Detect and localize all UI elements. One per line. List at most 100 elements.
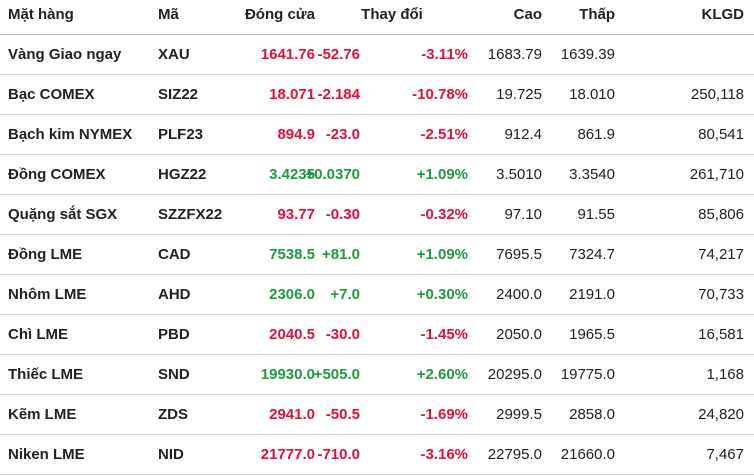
cell-name: Niken LME — [8, 446, 85, 463]
cell-name: Nhôm LME — [8, 286, 87, 303]
cell-high: 2050.0 — [496, 326, 542, 343]
cell-close: 19930.0 — [260, 366, 315, 383]
row-separator — [0, 114, 754, 115]
cell-change: +0.0370 — [305, 166, 360, 183]
cell-name: Thiếc LME — [8, 366, 84, 383]
cell-pct: -2.51% — [420, 126, 468, 143]
cell-code: CAD — [158, 246, 191, 263]
cell-low: 3.3540 — [569, 166, 615, 183]
cell-name: Bạch kim NYMEX — [8, 126, 133, 143]
cell-pct: -3.16% — [420, 446, 468, 463]
cell-name: Bạc COMEX — [8, 86, 95, 103]
cell-pct: -10.78% — [412, 86, 468, 103]
cell-code: XAU — [158, 46, 190, 63]
cell-volume: 7,467 — [706, 446, 744, 463]
cell-change: -710.0 — [317, 446, 360, 463]
cell-change: +7.0 — [330, 286, 360, 303]
cell-code: PBD — [158, 326, 190, 343]
cell-close: 7538.5 — [269, 246, 315, 263]
cell-volume: 80,541 — [698, 126, 744, 143]
cell-code: AHD — [158, 286, 191, 303]
cell-close: 2941.0 — [269, 406, 315, 423]
cell-close: 2040.5 — [269, 326, 315, 343]
cell-close: 2306.0 — [269, 286, 315, 303]
cell-pct: +0.30% — [416, 286, 468, 303]
cell-change: -23.0 — [325, 126, 360, 143]
cell-pct: -1.69% — [420, 406, 468, 423]
row-separator — [0, 354, 754, 355]
cell-name: Đồng COMEX — [8, 166, 106, 183]
header-cell: Thấp — [579, 6, 615, 23]
cell-change: -52.76 — [317, 46, 360, 63]
cell-code: SZZFX22 — [158, 206, 223, 223]
cell-name: Vàng Giao ngay — [8, 46, 122, 63]
cell-volume: 85,806 — [698, 206, 744, 223]
row-separator — [0, 274, 754, 275]
cell-name: Quặng sắt SGX — [8, 206, 118, 223]
row-separator — [0, 234, 754, 235]
cell-volume: 24,820 — [698, 406, 744, 423]
cell-name: Kẽm LME — [8, 406, 77, 423]
row-separator — [0, 434, 754, 435]
header-cell: Thay đổi — [361, 6, 423, 23]
cell-pct: +2.60% — [416, 366, 468, 383]
cell-low: 18.010 — [569, 86, 615, 103]
cell-high: 2999.5 — [496, 406, 542, 423]
cell-pct: -0.32% — [420, 206, 468, 223]
row-separator — [0, 314, 754, 315]
cell-high: 19.725 — [496, 86, 542, 103]
cell-volume: 74,217 — [698, 246, 744, 263]
cell-change: -50.5 — [325, 406, 360, 423]
cell-close: 894.9 — [277, 126, 315, 143]
cell-low: 7324.7 — [569, 246, 615, 263]
header-separator — [0, 34, 754, 35]
cell-close: 3.4235 — [269, 166, 315, 183]
cell-close: 18.071 — [269, 86, 315, 103]
row-separator — [0, 394, 754, 395]
header-cell: Đóng cửa — [244, 6, 315, 23]
cell-low: 861.9 — [577, 126, 615, 143]
cell-low: 21660.0 — [560, 446, 615, 463]
cell-code: SIZ22 — [158, 86, 199, 103]
row-separator — [0, 194, 754, 195]
cell-high: 912.4 — [504, 126, 542, 143]
cell-high: 1683.79 — [487, 46, 542, 63]
cell-name: Chì LME — [8, 326, 68, 343]
cell-volume: 16,581 — [698, 326, 744, 343]
row-separator — [0, 74, 754, 75]
cell-volume: 70,733 — [698, 286, 744, 303]
cell-pct: +1.09% — [416, 166, 468, 183]
header-cell: Mặt hàng — [8, 6, 74, 23]
header-cell: Mã — [158, 6, 179, 23]
row-separator — [0, 474, 754, 475]
cell-high: 2400.0 — [496, 286, 542, 303]
cell-low: 2191.0 — [569, 286, 615, 303]
cell-high: 22795.0 — [487, 446, 542, 463]
cell-high: 97.10 — [504, 206, 542, 223]
cell-change: -0.30 — [325, 206, 360, 223]
cell-change: +81.0 — [322, 246, 360, 263]
cell-code: HGZ22 — [158, 166, 207, 183]
cell-close: 93.77 — [277, 206, 315, 223]
cell-code: NID — [158, 446, 184, 463]
cell-volume: 250,118 — [690, 86, 744, 103]
row-separator — [0, 154, 754, 155]
cell-name: Đồng LME — [8, 246, 83, 263]
cell-volume: 261,710 — [689, 166, 744, 183]
cell-high: 3.5010 — [496, 166, 542, 183]
cell-low: 2858.0 — [569, 406, 615, 423]
cell-pct: +1.09% — [416, 246, 468, 263]
cell-close: 21777.0 — [260, 446, 315, 463]
cell-code: SND — [158, 366, 190, 383]
cell-pct: -3.11% — [421, 46, 468, 63]
cell-high: 20295.0 — [487, 366, 542, 383]
cell-low: 1965.5 — [569, 326, 615, 343]
cell-close: 1641.76 — [260, 46, 315, 63]
cell-change: -30.0 — [325, 326, 360, 343]
cell-code: ZDS — [158, 406, 188, 423]
cell-high: 7695.5 — [496, 246, 542, 263]
header-cell: Cao — [513, 6, 542, 23]
cell-low: 19775.0 — [560, 366, 615, 383]
cell-volume: 1,168 — [706, 366, 744, 383]
